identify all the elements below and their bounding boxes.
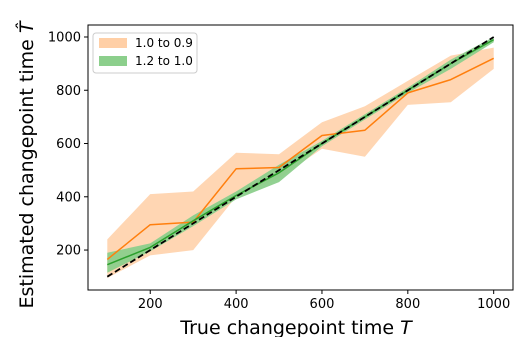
x-tick-label: 1000 (477, 297, 510, 312)
y-tick-label: 600 (56, 137, 81, 152)
plot-frame (87, 24, 514, 291)
series-lines (106, 36, 495, 278)
x-axis-label: True changepoint time T (179, 317, 413, 337)
x-tick-label: 800 (395, 297, 420, 312)
legend: 1.0 to 0.9 1.2 to 1.0 (92, 32, 198, 74)
y-tick-label: 200 (56, 244, 81, 259)
x-axis-ticks: 200 400 600 800 1000 (138, 290, 510, 312)
legend-swatch-1-0-to-0-9 (99, 38, 127, 48)
legend-swatch-1-2-to-1-0 (99, 56, 127, 66)
y-axis-label-symbol: T̂ (16, 20, 38, 33)
x-tick-label: 200 (138, 297, 163, 312)
legend-label-1-2-to-1-0: 1.2 to 1.0 (135, 54, 193, 68)
y-axis-ticks: 200 400 600 800 1000 (48, 30, 88, 259)
x-tick-label: 600 (310, 297, 335, 312)
diagonal-reference-line (106, 36, 495, 278)
x-axis-label-text: True changepoint time (179, 317, 394, 337)
y-tick-label: 1000 (48, 30, 81, 45)
x-axis-label-symbol: T (400, 317, 413, 337)
y-tick-label: 800 (56, 84, 81, 99)
line-1-0-to-0-9 (106, 57, 495, 260)
y-axis-label: Estimated changepoint time T̂ (16, 20, 38, 308)
y-tick-label: 400 (56, 190, 81, 205)
legend-label-1-0-to-0-9: 1.0 to 0.9 (135, 36, 193, 50)
y-axis-label-text: Estimated changepoint time (16, 39, 38, 308)
x-tick-label: 400 (224, 297, 249, 312)
